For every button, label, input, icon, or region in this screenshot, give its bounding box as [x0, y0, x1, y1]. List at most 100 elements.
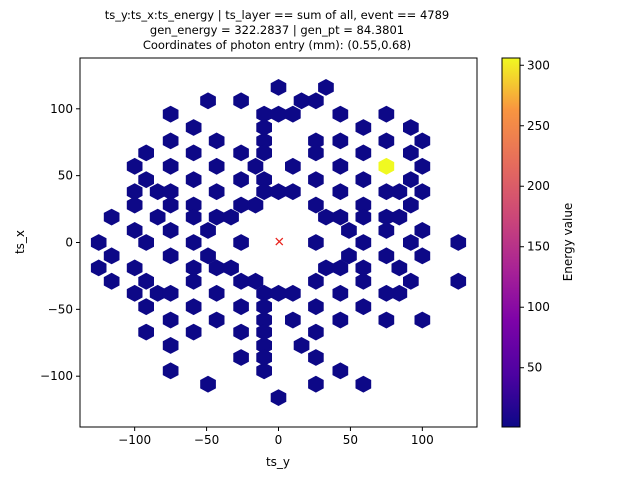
- hex-cell: [208, 132, 225, 150]
- hex-cell: [332, 362, 349, 380]
- x-axis-ticks: −100 −50 0 50 100: [118, 427, 434, 447]
- x-tick-label: 50: [343, 433, 358, 447]
- hex-cell: [403, 171, 419, 189]
- title-line-3: Coordinates of photon entry (mm): (0.55,…: [143, 38, 411, 52]
- hex-cell: [270, 389, 287, 406]
- hex-cell: [256, 337, 272, 354]
- hex-cell: [355, 234, 372, 251]
- hex-cell: [403, 272, 419, 290]
- marker-x: [275, 237, 284, 246]
- hex-cell: [208, 284, 225, 302]
- hex-cell: [270, 79, 287, 96]
- hex-cell: [403, 119, 419, 136]
- y-axis-ticks: −100 −50 0 50 100: [40, 102, 80, 383]
- colorbar-tick-label: 150: [527, 240, 550, 254]
- hex-cell: [391, 259, 408, 277]
- hex-cell: [256, 119, 272, 136]
- hex-cell: [318, 208, 334, 226]
- hex-cell: [378, 183, 395, 201]
- hex-cell: [270, 183, 287, 201]
- hex-cell: [285, 311, 301, 329]
- hex-cell: [223, 259, 239, 277]
- hex-cell: [256, 311, 272, 329]
- hex-cell: [185, 272, 202, 290]
- hex-cell: [126, 183, 143, 201]
- hex-cell: [378, 132, 395, 150]
- hex-cell: [414, 222, 431, 239]
- hex-cell: [308, 272, 324, 290]
- colorbar-ticks: 50 100 150 200 250 300: [520, 58, 550, 375]
- hex-cell: [414, 311, 431, 329]
- hex-cell: [185, 208, 202, 226]
- hex-cell: [378, 208, 395, 226]
- hex-cell: [247, 272, 264, 290]
- x-tick-label: 100: [411, 433, 434, 447]
- hex-cell: [233, 234, 249, 251]
- hex-cell: [208, 208, 225, 226]
- hex-cell: [308, 298, 324, 316]
- hex-cell: [126, 284, 143, 302]
- hex-cell: [355, 119, 372, 136]
- hex-cell: [378, 157, 395, 175]
- hex-cell: [233, 144, 249, 162]
- hex-cell: [355, 171, 372, 189]
- hex-cell: [450, 234, 467, 251]
- hex-cell: [103, 208, 120, 226]
- hex-cell: [256, 105, 272, 123]
- hex-cell: [162, 132, 179, 150]
- hex-cell: [270, 105, 287, 123]
- hex-cell: [247, 157, 264, 175]
- hex-cell: [138, 272, 154, 290]
- hex-cell: [403, 234, 419, 251]
- hex-cell: [270, 284, 287, 302]
- hex-cell: [256, 284, 272, 302]
- hex-cell: [308, 349, 324, 366]
- hex-cell: [450, 272, 467, 290]
- hex-cell: [403, 144, 419, 162]
- hex-cell: [138, 323, 154, 341]
- hex-cell: [185, 171, 202, 189]
- hex-cell: [103, 247, 120, 265]
- hex-cell: [355, 259, 372, 277]
- hex-cell: [355, 298, 372, 316]
- hex-cell: [208, 157, 225, 175]
- colorbar-tick-label: 50: [527, 361, 542, 375]
- hex-cell: [247, 196, 264, 214]
- hex-cell: [378, 284, 395, 302]
- hex-cell: [208, 259, 225, 277]
- hex-cell: [308, 196, 324, 214]
- hex-cell: [308, 375, 324, 393]
- photon-entry-marker: [275, 237, 284, 246]
- title-line-1: ts_y:ts_x:ts_energy | ts_layer == sum of…: [105, 8, 449, 22]
- hex-cell: [200, 92, 216, 110]
- hex-cell: [308, 234, 324, 251]
- hex-cell: [256, 298, 272, 316]
- hex-cell: [308, 323, 324, 341]
- hex-cell: [332, 259, 349, 277]
- hex-cell: [233, 272, 249, 290]
- y-tick-label: 100: [50, 102, 73, 116]
- hex-cell: [378, 105, 395, 123]
- hex-cell: [332, 183, 349, 201]
- hex-cell: [208, 183, 225, 201]
- hex-cell: [103, 272, 120, 290]
- hex-cell: [138, 144, 154, 162]
- hex-cell: [341, 247, 357, 265]
- hex-cell: [138, 171, 154, 189]
- hex-cell: [233, 298, 249, 316]
- x-tick-label: 0: [275, 433, 283, 447]
- hex-cell: [256, 183, 272, 201]
- colorbar: [501, 57, 521, 428]
- hex-cell: [318, 79, 334, 96]
- hex-cell: [293, 92, 310, 110]
- hex-cell: [233, 171, 249, 189]
- hex-cell: [138, 298, 154, 316]
- hex-cell: [233, 92, 249, 110]
- hex-cell: [332, 311, 349, 329]
- hex-cell: [185, 323, 202, 341]
- hex-cell: [162, 337, 179, 354]
- x-tick-label: −100: [118, 433, 151, 447]
- hex-cell: [162, 222, 179, 239]
- hex-cell: [90, 259, 107, 277]
